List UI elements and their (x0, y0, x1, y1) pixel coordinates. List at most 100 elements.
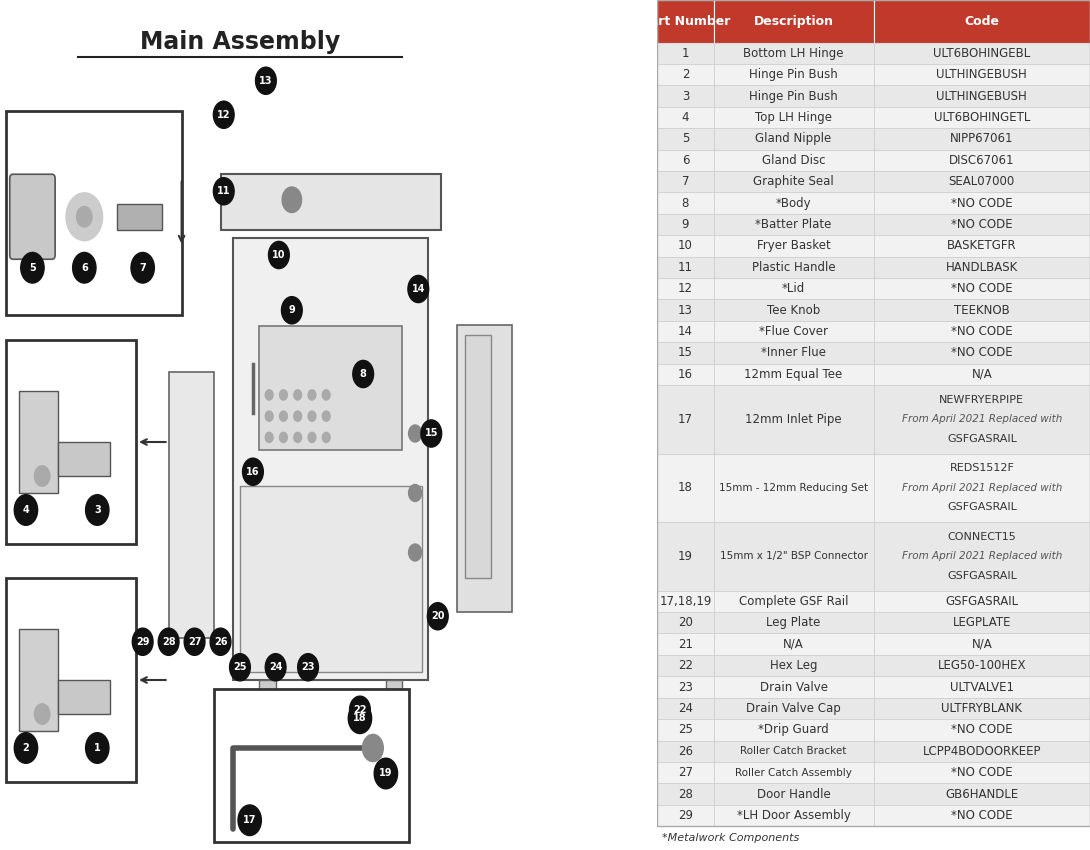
Text: 20: 20 (678, 616, 693, 629)
FancyBboxPatch shape (657, 42, 714, 64)
FancyBboxPatch shape (10, 174, 56, 259)
Text: *Metalwork Components: *Metalwork Components (662, 833, 799, 843)
FancyBboxPatch shape (465, 335, 490, 578)
Circle shape (210, 628, 231, 655)
FancyBboxPatch shape (714, 171, 874, 192)
Text: Drain Valve Cap: Drain Valve Cap (747, 702, 841, 715)
Text: *Flue Cover: *Flue Cover (759, 325, 828, 338)
Circle shape (184, 628, 205, 655)
Text: 9: 9 (289, 305, 295, 315)
Text: 19: 19 (379, 768, 392, 779)
FancyBboxPatch shape (657, 257, 714, 278)
FancyBboxPatch shape (714, 343, 874, 364)
Text: 10: 10 (272, 250, 286, 260)
FancyBboxPatch shape (714, 107, 874, 128)
Circle shape (35, 466, 50, 486)
FancyBboxPatch shape (657, 364, 714, 385)
Text: 10: 10 (678, 240, 693, 252)
Text: REDS1512F: REDS1512F (949, 463, 1015, 473)
Text: Gland Nipple: Gland Nipple (755, 133, 832, 145)
Text: BASKETGFR: BASKETGFR (947, 240, 1017, 252)
Text: DISC67061: DISC67061 (949, 154, 1015, 167)
Text: 24: 24 (678, 702, 693, 715)
FancyBboxPatch shape (714, 150, 874, 171)
Circle shape (243, 458, 264, 485)
FancyBboxPatch shape (657, 107, 714, 128)
Text: 24: 24 (269, 662, 282, 672)
FancyBboxPatch shape (874, 612, 1090, 633)
FancyBboxPatch shape (657, 612, 714, 633)
Circle shape (21, 252, 44, 283)
FancyBboxPatch shape (714, 654, 874, 677)
Text: 4: 4 (23, 505, 29, 515)
Circle shape (279, 433, 288, 443)
FancyBboxPatch shape (874, 654, 1090, 677)
FancyBboxPatch shape (874, 633, 1090, 654)
FancyBboxPatch shape (657, 0, 714, 42)
FancyBboxPatch shape (874, 0, 1090, 42)
Circle shape (35, 704, 50, 724)
Text: Description: Description (753, 14, 834, 28)
Circle shape (66, 193, 102, 241)
Text: 5: 5 (681, 133, 689, 145)
Circle shape (409, 484, 422, 501)
Circle shape (427, 603, 448, 630)
Text: 27: 27 (678, 766, 693, 779)
Text: *NO CODE: *NO CODE (950, 723, 1013, 736)
Text: 20: 20 (431, 611, 445, 621)
Circle shape (409, 544, 422, 561)
FancyBboxPatch shape (657, 343, 714, 364)
Text: 29: 29 (678, 809, 693, 822)
Circle shape (214, 101, 234, 128)
Text: CONNECT15: CONNECT15 (947, 532, 1016, 541)
Text: 16: 16 (246, 467, 259, 477)
Text: 14: 14 (412, 284, 425, 294)
Circle shape (308, 390, 316, 400)
Circle shape (408, 275, 428, 303)
Text: ULT6BOHINGEBL: ULT6BOHINGEBL (933, 47, 1030, 60)
Text: 8: 8 (681, 196, 689, 210)
FancyBboxPatch shape (714, 612, 874, 633)
FancyBboxPatch shape (657, 320, 714, 343)
Text: 3: 3 (681, 89, 689, 103)
FancyBboxPatch shape (874, 257, 1090, 278)
Text: *NO CODE: *NO CODE (950, 325, 1013, 338)
Text: 18: 18 (353, 713, 366, 723)
Circle shape (230, 654, 251, 681)
Text: HANDLBASK: HANDLBASK (946, 261, 1018, 274)
Text: NIPP67061: NIPP67061 (950, 133, 1014, 145)
FancyBboxPatch shape (657, 171, 714, 192)
FancyBboxPatch shape (657, 677, 714, 698)
Text: Bottom LH Hinge: Bottom LH Hinge (743, 47, 844, 60)
FancyBboxPatch shape (7, 578, 136, 782)
Text: Roller Catch Bracket: Roller Catch Bracket (740, 746, 847, 756)
Text: ULTHINGEBUSH: ULTHINGEBUSH (936, 68, 1027, 81)
Text: Gland Disc: Gland Disc (762, 154, 825, 167)
Text: From April 2021 Replaced with: From April 2021 Replaced with (901, 552, 1062, 561)
FancyBboxPatch shape (874, 320, 1090, 343)
FancyBboxPatch shape (657, 235, 714, 257)
Circle shape (308, 411, 316, 422)
FancyBboxPatch shape (117, 204, 162, 230)
FancyBboxPatch shape (657, 128, 714, 150)
Circle shape (298, 654, 318, 681)
FancyBboxPatch shape (874, 805, 1090, 826)
FancyBboxPatch shape (657, 633, 714, 654)
Circle shape (349, 703, 372, 734)
Text: 27: 27 (187, 637, 202, 647)
Text: 17: 17 (678, 413, 693, 426)
FancyBboxPatch shape (657, 385, 714, 454)
Text: Drain Valve: Drain Valve (760, 681, 827, 694)
Text: Main Assembly: Main Assembly (140, 30, 340, 54)
Text: 21: 21 (678, 638, 693, 651)
FancyBboxPatch shape (874, 85, 1090, 107)
Text: 7: 7 (681, 175, 689, 188)
Circle shape (73, 252, 96, 283)
Text: 14: 14 (678, 325, 693, 338)
Text: N/A: N/A (784, 638, 804, 651)
Text: Top LH Hinge: Top LH Hinge (755, 111, 832, 124)
Text: *LH Door Assembly: *LH Door Assembly (737, 809, 850, 822)
Text: Part Number: Part Number (641, 14, 730, 28)
Text: 6: 6 (681, 154, 689, 167)
Text: *Batter Plate: *Batter Plate (755, 218, 832, 231)
